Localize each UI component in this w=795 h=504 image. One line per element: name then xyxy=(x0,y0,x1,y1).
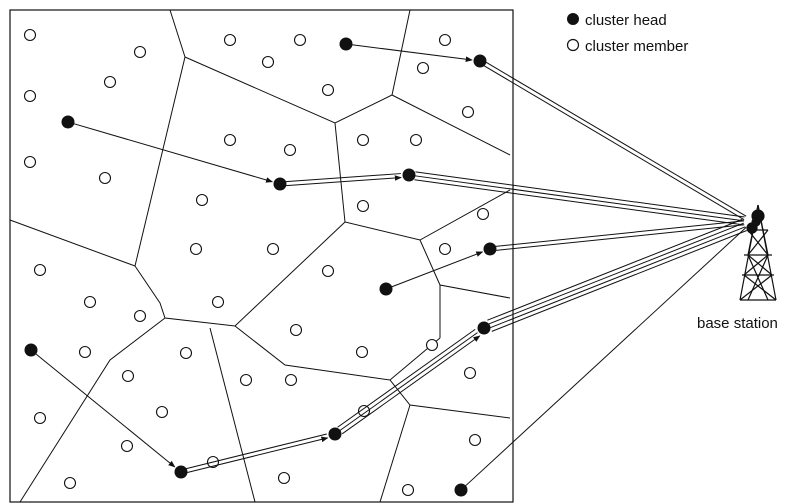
cluster-member-node xyxy=(425,338,439,352)
cluster-member-node xyxy=(266,242,280,256)
cluster-member-node xyxy=(356,199,370,213)
cluster-boundaries xyxy=(9,9,511,503)
cluster-member-node xyxy=(293,33,307,47)
cluster-head-node xyxy=(273,177,287,191)
cluster-member-node xyxy=(416,61,430,75)
cluster-member-node xyxy=(476,207,490,221)
transmission-link xyxy=(339,332,478,431)
cluster-member-node xyxy=(468,433,482,447)
transmission-link xyxy=(73,123,273,183)
legend-cluster-head-label: cluster head xyxy=(585,12,667,29)
cluster-member-node xyxy=(438,242,452,256)
cluster-member-node xyxy=(103,75,117,89)
cluster-head-node xyxy=(473,54,487,68)
hollow-dot-icon xyxy=(566,38,580,52)
cluster-head-node xyxy=(402,168,416,182)
cluster-head-node xyxy=(24,343,38,357)
cluster-member-node xyxy=(223,33,237,47)
cluster-member-node xyxy=(283,143,297,157)
transmission-link xyxy=(496,224,745,251)
transmission-link xyxy=(391,251,484,288)
transmission-link xyxy=(286,175,402,187)
cluster-member-node xyxy=(355,345,369,359)
cluster-head-node xyxy=(174,465,188,479)
radio-tower-icon xyxy=(739,204,777,301)
cluster-member-node xyxy=(23,89,37,103)
transmission-link xyxy=(414,175,745,222)
cluster-member-node xyxy=(189,242,203,256)
cluster-member-node xyxy=(63,476,77,490)
cluster-member-node xyxy=(211,295,225,309)
transmission-link xyxy=(186,433,327,470)
transmission-link xyxy=(414,179,744,226)
transmission-link xyxy=(341,335,481,435)
cluster-member-node xyxy=(461,105,475,119)
cluster-member-node xyxy=(195,193,209,207)
transmission-links xyxy=(35,44,747,487)
cluster-heads xyxy=(24,37,497,497)
cluster-member-node xyxy=(261,55,275,69)
cluster-member-node xyxy=(155,405,169,419)
cluster-member-node xyxy=(23,28,37,42)
cluster-member-node xyxy=(133,45,147,59)
cluster-member-node xyxy=(223,133,237,147)
cluster-head-node xyxy=(328,427,342,441)
transmission-link xyxy=(491,230,747,332)
cluster-head-node xyxy=(379,282,393,296)
transmission-link xyxy=(337,328,476,428)
transmission-link xyxy=(488,222,745,325)
cluster-member-node xyxy=(356,133,370,147)
cluster-member-node xyxy=(133,309,147,323)
transmission-link xyxy=(351,44,473,62)
cluster-member-node xyxy=(98,171,112,185)
legend: cluster head cluster member xyxy=(566,12,688,55)
cluster-member-node xyxy=(239,373,253,387)
filled-dot-icon xyxy=(567,13,579,25)
transmission-link xyxy=(495,220,744,247)
transmission-link xyxy=(483,65,745,221)
cluster-member-node xyxy=(83,295,97,309)
cluster-member-node xyxy=(409,133,423,147)
cluster-member-node xyxy=(357,404,371,418)
transmission-link xyxy=(285,173,401,183)
transmission-link xyxy=(187,436,329,473)
cluster-member-node xyxy=(321,83,335,97)
cluster-member-node xyxy=(120,439,134,453)
base-station-label: base station xyxy=(697,315,778,332)
cluster-head-node xyxy=(483,242,497,256)
transmission-link xyxy=(465,227,747,487)
cluster-member-node xyxy=(33,263,47,277)
cluster-head-node xyxy=(454,483,468,497)
cluster-member-node xyxy=(463,366,477,380)
transmission-link xyxy=(487,218,743,321)
sensor-field-boundary xyxy=(9,9,514,503)
cluster-member-node xyxy=(321,264,335,278)
cluster-head-node xyxy=(61,115,75,129)
cluster-member-node xyxy=(277,471,291,485)
cluster-head-node xyxy=(477,321,491,335)
transmission-link xyxy=(415,171,745,218)
cluster-member-node xyxy=(438,33,452,47)
cluster-member-node xyxy=(121,369,135,383)
transmission-link xyxy=(35,353,176,468)
cluster-members xyxy=(23,28,490,497)
cluster-member-node xyxy=(284,373,298,387)
cluster-member-node xyxy=(78,345,92,359)
legend-cluster-member-label: cluster member xyxy=(585,38,688,55)
transmission-link xyxy=(490,226,746,329)
cluster-head-node xyxy=(339,37,353,51)
cluster-member-node xyxy=(23,155,37,169)
cluster-member-node xyxy=(401,483,415,497)
transmission-link xyxy=(485,61,747,217)
cluster-member-node xyxy=(33,411,47,425)
cluster-member-node xyxy=(179,346,193,360)
cluster-member-node xyxy=(289,323,303,337)
